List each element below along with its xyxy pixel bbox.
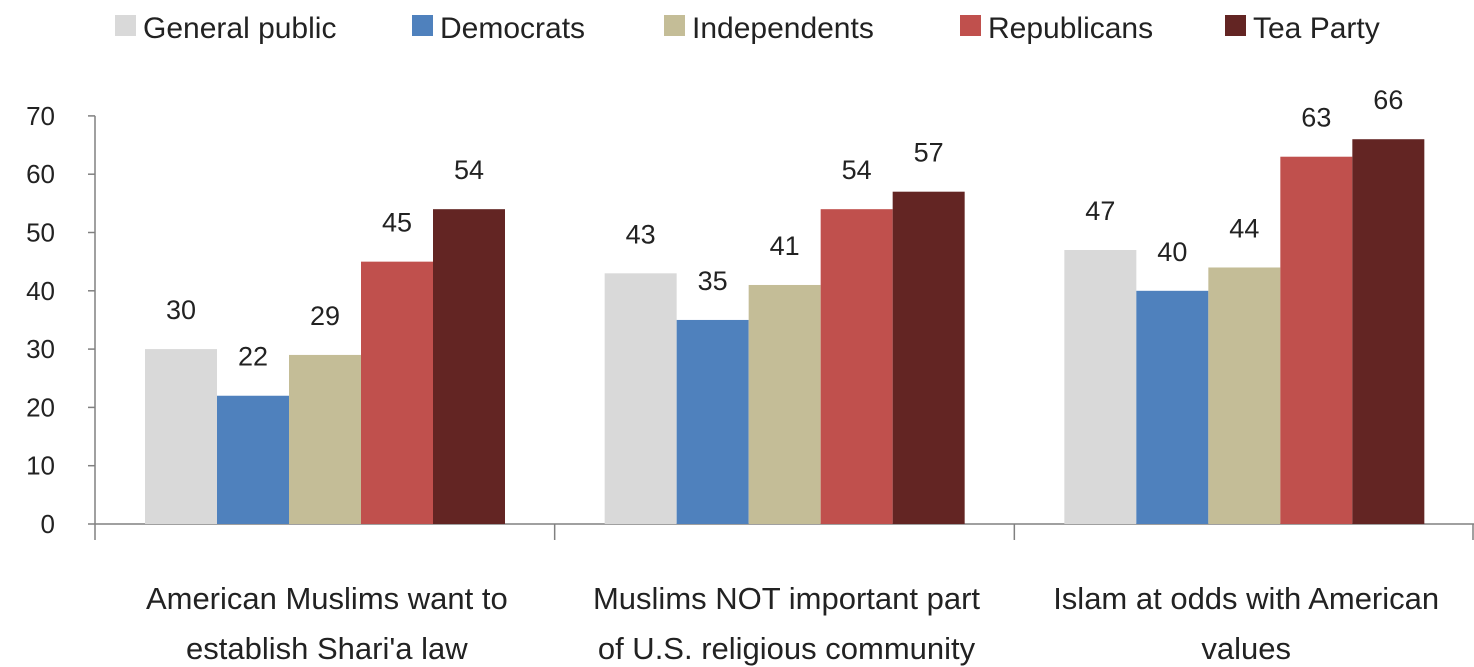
legend-label-3: Republicans	[988, 12, 1153, 45]
data-label: 47	[1085, 196, 1115, 226]
y-axis: 0 10 20 30 40 50 60 70	[26, 101, 96, 539]
bar-independents-0	[289, 354, 361, 524]
y-tick-label: 10	[26, 451, 55, 481]
y-tick-label: 60	[26, 159, 55, 189]
data-label: 45	[382, 208, 412, 238]
y-tick-label: 70	[26, 101, 55, 131]
chart-legend: General public Democrats Independents Repub…	[115, 12, 1380, 45]
y-tick-label: 30	[26, 334, 55, 364]
legend-swatch-2	[664, 15, 685, 36]
x-axis	[94, 523, 1474, 540]
bar-tea-party-0	[433, 209, 505, 524]
data-label: 41	[770, 231, 800, 261]
legend-label-0: General public	[143, 12, 336, 45]
bar-democrats-2	[1136, 290, 1209, 524]
legend-swatch-4	[1225, 15, 1246, 36]
bar-republicans-2	[1280, 156, 1353, 524]
data-label: 43	[626, 219, 656, 249]
data-label: 35	[698, 266, 728, 296]
data-label: 66	[1373, 85, 1403, 115]
category-label-line: Islam at odds with American	[1053, 581, 1439, 616]
bar-general-public-1	[604, 273, 677, 524]
bar-independents-1	[748, 284, 821, 524]
legend-label-2: Independents	[692, 12, 874, 45]
data-label: 57	[914, 138, 944, 168]
data-label: 44	[1229, 213, 1259, 243]
bar-independents-2	[1208, 267, 1281, 524]
category-label-line: of U.S. religious community	[598, 631, 976, 666]
bar-democrats-0	[217, 395, 289, 524]
category-label-line: American Muslims want to	[146, 581, 508, 616]
y-tick-label: 40	[26, 276, 55, 306]
data-label: 29	[310, 301, 340, 331]
y-tick-label: 0	[41, 509, 55, 539]
category-label-line: Muslims NOT important part	[593, 581, 980, 616]
data-label: 30	[166, 295, 196, 325]
data-label: 63	[1301, 103, 1331, 133]
legend-swatch-3	[960, 15, 981, 36]
bar-general-public-0	[145, 349, 217, 524]
legend-swatch-0	[115, 15, 136, 36]
data-label: 40	[1157, 237, 1187, 267]
category-labels: American Muslims want to establish Shari'…	[146, 581, 1439, 666]
category-label-line: establish Shari'a law	[186, 631, 468, 666]
bar-general-public-2	[1064, 249, 1137, 525]
data-labels: 30 22 29 45 54 43 35 41 54 57 47 40 44 63 66	[166, 85, 1403, 372]
y-tick-label: 50	[26, 218, 55, 248]
bar-tea-party-1	[892, 191, 965, 524]
legend-label-4: Tea Party	[1253, 12, 1380, 45]
bar-republicans-0	[361, 261, 433, 524]
legend-swatch-1	[412, 15, 433, 36]
data-label: 54	[842, 155, 872, 185]
data-label: 54	[454, 155, 484, 185]
category-label-line: values	[1201, 631, 1291, 666]
bar-tea-party-2	[1352, 139, 1425, 524]
data-label: 22	[238, 342, 268, 372]
bar-republicans-1	[820, 209, 893, 524]
bar-series-group	[145, 139, 1425, 525]
y-tick-label: 20	[26, 392, 55, 422]
bar-democrats-1	[676, 319, 749, 524]
legend-label-1: Democrats	[440, 12, 585, 45]
